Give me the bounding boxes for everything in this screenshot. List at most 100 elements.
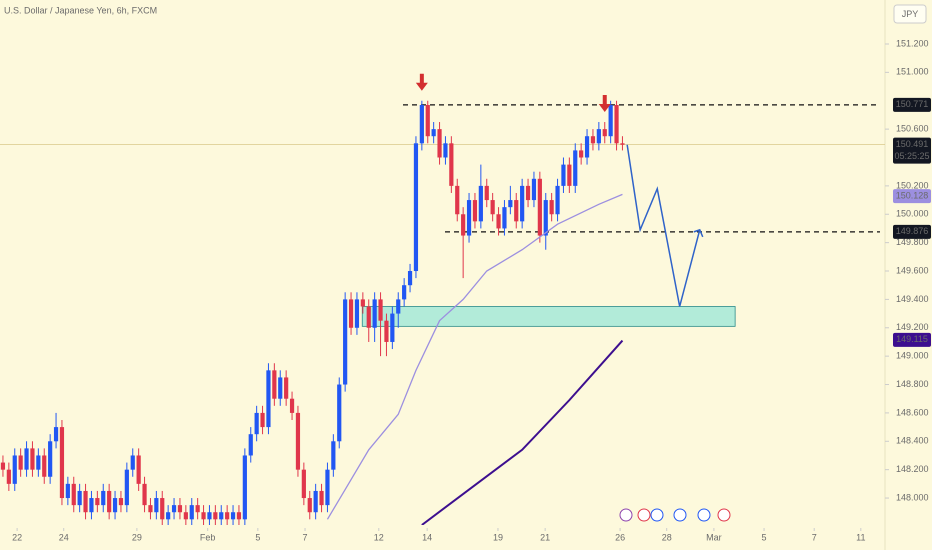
price-label: 150.771	[896, 99, 929, 109]
x-tick-label: 11	[856, 532, 865, 542]
candle-body	[602, 129, 607, 137]
candle-body	[354, 299, 360, 328]
candle-body	[142, 483, 147, 506]
candle-body	[360, 299, 365, 307]
candle-body	[189, 505, 194, 520]
candle-body	[154, 498, 159, 513]
candle-body	[77, 490, 82, 506]
x-tick-label: 12	[374, 532, 384, 542]
moving-average	[421, 339, 624, 525]
currency-button-label[interactable]: JPY	[902, 9, 919, 19]
candle-body	[531, 178, 537, 201]
candle-body	[561, 164, 566, 186]
candle-body	[431, 129, 436, 137]
candle-body	[301, 469, 306, 499]
candle-body	[225, 512, 230, 520]
candle-body	[472, 200, 478, 222]
candle-body	[71, 483, 76, 506]
candle-body	[183, 512, 188, 520]
candle-body	[396, 299, 401, 314]
y-tick-label: 149.800	[896, 237, 929, 247]
candle-body	[337, 384, 342, 442]
candle-body	[171, 505, 177, 513]
candle-body	[248, 434, 253, 456]
candle-body	[89, 498, 94, 513]
price-label-box	[893, 189, 931, 204]
candle-body	[12, 455, 17, 484]
x-tick-label: 28	[662, 532, 672, 542]
candle-body	[107, 490, 112, 513]
candle-body	[478, 185, 483, 222]
candle-body	[59, 427, 65, 499]
candle-body	[195, 505, 200, 513]
candle-body	[242, 455, 247, 520]
price-label: 150.128	[896, 190, 929, 200]
candle-body	[254, 412, 259, 435]
currency-button[interactable]	[893, 4, 927, 24]
candle-body	[567, 164, 572, 186]
candle-body	[579, 150, 584, 158]
peak-arrow	[415, 73, 428, 91]
axes: 151.200 151.000 150.600 150.200 150.000 149.8…	[12, 38, 931, 542]
candle-body	[614, 105, 619, 144]
candle-body	[236, 512, 242, 520]
candle-body	[608, 105, 613, 137]
candle-body	[455, 185, 460, 215]
candle-body	[260, 412, 265, 428]
y-tick-label: 150.200	[896, 180, 929, 190]
candle-body	[124, 469, 129, 506]
candle-body	[325, 469, 330, 506]
projection-path	[626, 144, 701, 307]
x-tick-label: 22	[12, 532, 22, 542]
projection-arrowhead	[693, 228, 704, 238]
price-label: 149.876	[896, 226, 929, 236]
candle-body	[272, 370, 277, 399]
candle-body	[584, 136, 590, 158]
y-tick-label: 149.600	[896, 265, 929, 275]
candle-body	[307, 498, 312, 513]
chart-title: U.S. Dollar / Japanese Yen, 6h, FXCM	[4, 5, 157, 15]
candle-body	[48, 441, 53, 477]
candle-body	[413, 143, 419, 272]
candle-body	[520, 185, 525, 222]
candle-body	[437, 129, 442, 158]
candle-body	[6, 469, 11, 484]
y-tick-label: 148.600	[896, 407, 929, 417]
x-tick-label: 5	[762, 532, 767, 542]
y-tick-label: 150.600	[896, 123, 929, 133]
x-tick-label: 5	[255, 532, 260, 542]
x-tick-label: 21	[540, 532, 550, 542]
candle-body	[508, 200, 513, 208]
candle-body	[537, 178, 542, 236]
candle-body	[36, 455, 41, 470]
candle-body	[496, 214, 501, 229]
candle-body	[42, 455, 47, 477]
candle-body	[573, 150, 578, 186]
x-tick-label: 7	[812, 532, 817, 542]
candle-body	[160, 498, 165, 520]
y-tick-label: 150.000	[896, 209, 929, 219]
candle-body	[366, 306, 371, 328]
candle-body	[219, 512, 224, 520]
x-tick-label: 29	[132, 532, 142, 542]
candle-body	[284, 377, 289, 399]
candle-body	[148, 505, 153, 513]
price-label: 149.115	[896, 334, 928, 344]
peak-arrow	[598, 95, 611, 113]
moving-average	[326, 193, 623, 520]
x-tick-label: 14	[422, 532, 432, 542]
countdown-label: 05:25:25	[894, 151, 929, 161]
candle-body	[313, 490, 318, 513]
candle-body	[372, 299, 377, 328]
candle-body	[484, 185, 489, 201]
price-label-box	[893, 224, 931, 239]
support-zone	[361, 306, 736, 327]
candle-body	[390, 313, 395, 342]
candle-body	[166, 512, 171, 520]
candle-body	[490, 200, 495, 215]
candle-body	[112, 498, 118, 513]
candle-body	[461, 214, 466, 236]
x-tick-label: 19	[493, 532, 503, 542]
